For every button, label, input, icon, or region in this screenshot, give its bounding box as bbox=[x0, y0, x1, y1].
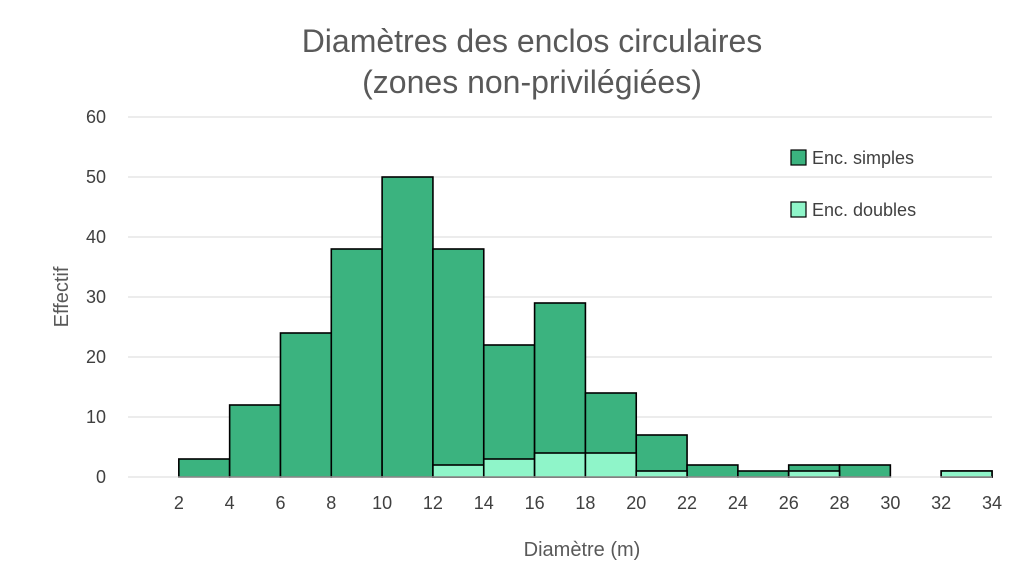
bar-simples bbox=[228, 404, 282, 478]
bar-simples bbox=[279, 332, 333, 478]
bar-simples bbox=[737, 470, 790, 478]
bar-simples bbox=[482, 344, 536, 478]
bar-simples bbox=[178, 458, 231, 478]
legend: Enc. simples Enc. doubles bbox=[790, 148, 916, 220]
x-tick-label: 12 bbox=[423, 493, 443, 513]
chart-title-line2: (zones non-privilégiées) bbox=[362, 64, 702, 100]
x-tick-label: 10 bbox=[372, 493, 392, 513]
legend-swatch-simples bbox=[790, 149, 807, 166]
y-tick-label: 10 bbox=[86, 407, 106, 427]
x-tick-label: 8 bbox=[326, 493, 336, 513]
series-doubles bbox=[128, 452, 993, 478]
bar-simples bbox=[330, 248, 383, 478]
bar-simples bbox=[432, 248, 485, 478]
x-tick-label: 32 bbox=[931, 493, 951, 513]
y-tick-label: 30 bbox=[86, 287, 106, 307]
bar-doubles bbox=[787, 470, 841, 478]
bar-simples bbox=[533, 302, 587, 478]
y-tick-label: 0 bbox=[96, 467, 106, 487]
y-tick-label: 60 bbox=[86, 107, 106, 127]
y-tick-label: 40 bbox=[86, 227, 106, 247]
chart-title-line1: Diamètres des enclos circulaires bbox=[302, 23, 763, 59]
bar-simples bbox=[635, 434, 688, 478]
x-tick-label: 20 bbox=[626, 493, 646, 513]
x-tick-label: 2 bbox=[174, 493, 184, 513]
bar-doubles bbox=[432, 464, 485, 478]
x-tick-label: 14 bbox=[474, 493, 494, 513]
x-tick-label: 4 bbox=[225, 493, 235, 513]
x-tick-label: 18 bbox=[575, 493, 595, 513]
bar-doubles bbox=[584, 452, 638, 478]
y-tick-label: 20 bbox=[86, 347, 106, 367]
bar-simples bbox=[838, 464, 892, 478]
legend-label-doubles: Enc. doubles bbox=[812, 200, 916, 220]
x-tick-label: 16 bbox=[525, 493, 545, 513]
x-tick-label: 6 bbox=[275, 493, 285, 513]
x-tick-label: 34 bbox=[982, 493, 1002, 513]
x-tick-label: 28 bbox=[830, 493, 850, 513]
legend-label-simples: Enc. simples bbox=[812, 148, 914, 168]
y-tick-label: 50 bbox=[86, 167, 106, 187]
y-axis-ticks: 0 10 20 30 40 50 60 bbox=[86, 107, 106, 487]
x-tick-label: 30 bbox=[880, 493, 900, 513]
series-simples bbox=[178, 176, 993, 478]
x-axis-label: Diamètre (m) bbox=[524, 539, 641, 561]
x-tick-label: 22 bbox=[677, 493, 697, 513]
bar-simples bbox=[381, 176, 434, 478]
legend-swatch-doubles bbox=[790, 201, 807, 218]
x-tick-label: 26 bbox=[779, 493, 799, 513]
bar-doubles bbox=[533, 452, 587, 478]
bar-simples bbox=[686, 464, 739, 478]
y-axis-label: Effectif bbox=[51, 266, 73, 327]
bar-doubles bbox=[482, 458, 536, 478]
bar-doubles bbox=[940, 470, 993, 478]
x-tick-label: 24 bbox=[728, 493, 748, 513]
bar-doubles bbox=[635, 470, 688, 478]
x-axis-ticks: 2 4 6 8 10 12 14 16 18 20 22 24 26 28 30 32 34 bbox=[174, 493, 1002, 513]
